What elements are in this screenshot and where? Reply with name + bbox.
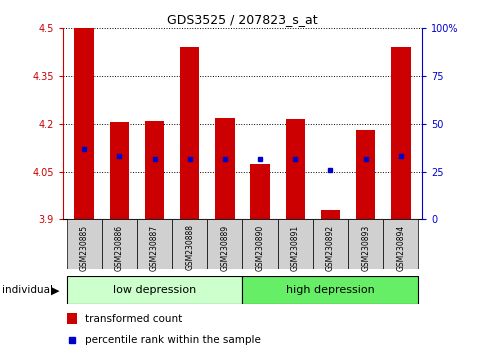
Bar: [250, 164, 269, 219]
Bar: [66, 313, 77, 324]
FancyBboxPatch shape: [66, 276, 242, 304]
Text: GSM230893: GSM230893: [361, 224, 369, 271]
Bar: [285, 119, 304, 219]
Bar: [320, 210, 339, 219]
Text: GSM230887: GSM230887: [150, 224, 159, 270]
FancyBboxPatch shape: [172, 219, 207, 269]
Bar: [109, 122, 129, 219]
Text: individual: individual: [2, 285, 53, 295]
Bar: [355, 130, 375, 219]
Text: percentile rank within the sample: percentile rank within the sample: [84, 335, 260, 345]
Text: GSM230890: GSM230890: [255, 224, 264, 271]
Text: high depression: high depression: [286, 285, 374, 295]
Bar: [75, 28, 93, 219]
Text: GSM230892: GSM230892: [325, 224, 334, 270]
Text: ▶: ▶: [51, 285, 60, 295]
Bar: [391, 47, 409, 219]
Text: GSM230889: GSM230889: [220, 224, 229, 270]
Text: GSM230888: GSM230888: [185, 224, 194, 270]
FancyBboxPatch shape: [277, 219, 312, 269]
FancyBboxPatch shape: [102, 219, 136, 269]
Text: transformed count: transformed count: [84, 314, 182, 324]
Title: GDS3525 / 207823_s_at: GDS3525 / 207823_s_at: [167, 13, 317, 26]
FancyBboxPatch shape: [242, 276, 418, 304]
Text: GSM230894: GSM230894: [395, 224, 405, 271]
Bar: [145, 121, 164, 219]
Bar: [180, 47, 199, 219]
FancyBboxPatch shape: [242, 219, 277, 269]
Text: GSM230891: GSM230891: [290, 224, 299, 270]
Bar: [215, 118, 234, 219]
Text: GSM230885: GSM230885: [79, 224, 89, 270]
FancyBboxPatch shape: [136, 219, 172, 269]
Text: low depression: low depression: [113, 285, 196, 295]
FancyBboxPatch shape: [66, 219, 102, 269]
FancyBboxPatch shape: [382, 219, 418, 269]
Text: GSM230886: GSM230886: [115, 224, 123, 270]
FancyBboxPatch shape: [312, 219, 348, 269]
FancyBboxPatch shape: [207, 219, 242, 269]
FancyBboxPatch shape: [348, 219, 382, 269]
